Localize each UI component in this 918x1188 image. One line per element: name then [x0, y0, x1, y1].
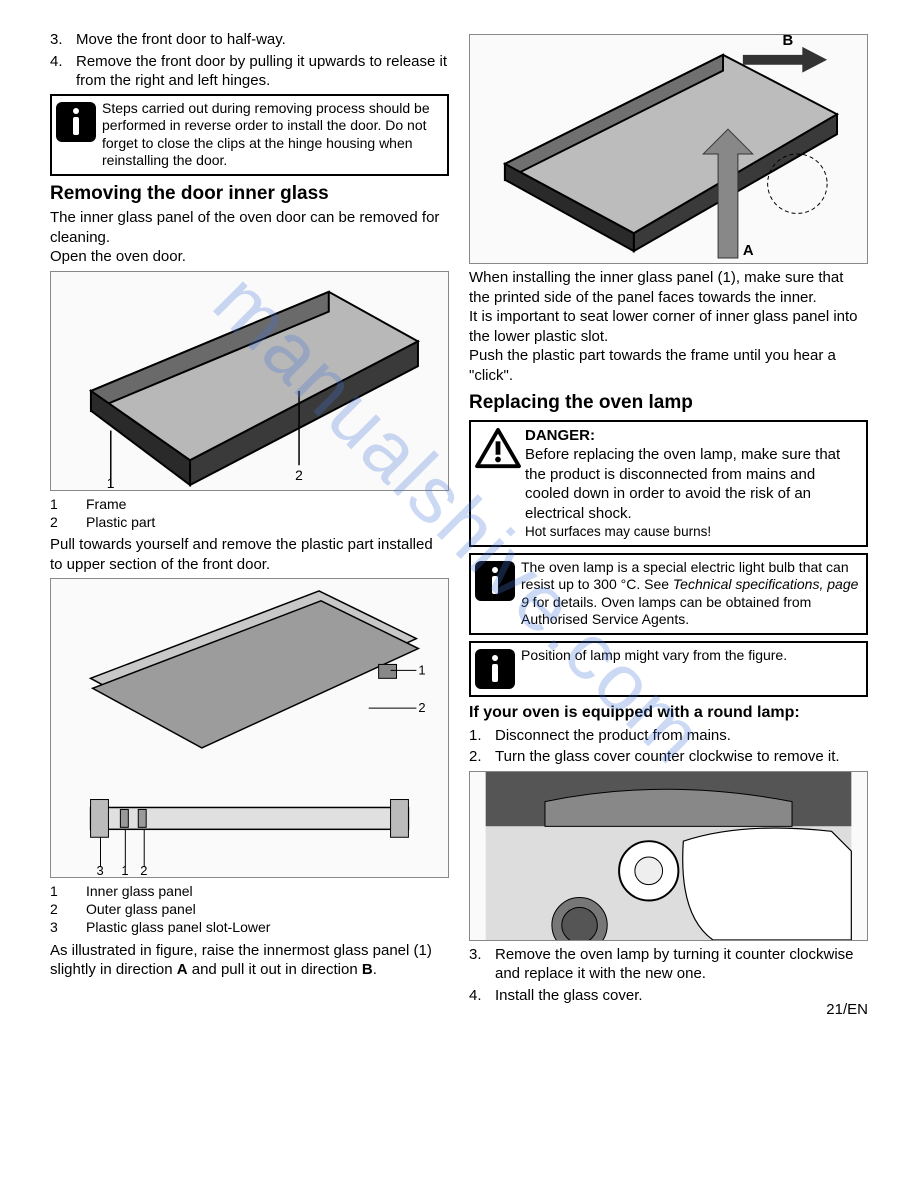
- figure-direction-ab: B A: [469, 34, 868, 264]
- manual-page: 3. Move the front door to half-way. 4. R…: [0, 0, 918, 1037]
- info-box-reinstall: Steps carried out during removing proces…: [50, 94, 449, 176]
- step-number: 3.: [469, 945, 495, 984]
- callout-2: 2: [295, 467, 303, 483]
- heading-round-lamp: If your oven is equipped with a round la…: [469, 703, 868, 724]
- svg-text:1: 1: [418, 662, 425, 677]
- parts-list-fig1: 1 Frame 2 Plastic part: [50, 495, 449, 531]
- figure-lamp-cover: [469, 771, 868, 941]
- info-text: Position of lamp might vary from the fig…: [521, 643, 793, 695]
- danger-box: DANGER: Before replacing the oven lamp, …: [469, 420, 868, 547]
- right-column: B A When installing the inner glass pane…: [469, 30, 868, 1007]
- paragraph: Open the oven door.: [50, 247, 449, 267]
- bold-b: B: [362, 961, 373, 978]
- step-text: Remove the oven lamp by turning it count…: [495, 945, 868, 984]
- info-icon-wrap: [471, 643, 521, 695]
- text: .: [373, 961, 377, 978]
- round-step-4: 4. Install the glass cover.: [469, 986, 868, 1006]
- paragraph: When installing the inner glass panel (1…: [469, 268, 868, 307]
- svg-text:B: B: [783, 35, 794, 49]
- step-number: 4.: [50, 52, 76, 91]
- info-icon: [475, 561, 515, 601]
- svg-text:2: 2: [140, 863, 147, 877]
- parts-row: 2 Outer glass panel: [50, 900, 449, 918]
- step-text: Disconnect the product from mains.: [495, 726, 868, 746]
- parts-num: 2: [50, 900, 86, 918]
- step-number: 3.: [50, 30, 76, 50]
- parts-label: Plastic glass panel slot-Lower: [86, 918, 270, 936]
- heading-replace-lamp: Replacing the oven lamp: [469, 391, 868, 416]
- info-icon: [475, 649, 515, 689]
- left-column: 3. Move the front door to half-way. 4. R…: [50, 30, 449, 1007]
- info-box-position: Position of lamp might vary from the fig…: [469, 641, 868, 697]
- step-text: Turn the glass cover counter clockwise t…: [495, 747, 868, 767]
- parts-list-fig2: 1 Inner glass panel 2 Outer glass panel …: [50, 882, 449, 937]
- info-icon-wrap: [471, 555, 521, 633]
- figure-glass-panels: 1 2 3 1 2: [50, 578, 449, 878]
- svg-text:1: 1: [121, 863, 128, 877]
- svg-text:A: A: [743, 243, 754, 259]
- parts-row: 3 Plastic glass panel slot-Lower: [50, 918, 449, 936]
- danger-small: Hot surfaces may cause burns!: [525, 523, 862, 541]
- step-text: Move the front door to half-way.: [76, 30, 449, 50]
- parts-label: Frame: [86, 495, 126, 513]
- step-number: 1.: [469, 726, 495, 746]
- parts-num: 3: [50, 918, 86, 936]
- paragraph-raise-panel: As illustrated in figure, raise the inne…: [50, 941, 449, 980]
- figure-svg: 1 2 3 1 2: [51, 579, 448, 877]
- text: and pull it out in direction: [188, 961, 362, 978]
- callout-1: 1: [107, 475, 115, 490]
- parts-row: 1 Frame: [50, 495, 449, 513]
- info-text: The oven lamp is a special electric ligh…: [521, 555, 866, 633]
- parts-label: Plastic part: [86, 513, 155, 531]
- svg-text:2: 2: [418, 700, 425, 715]
- text: for details. Oven lamps can be obtained …: [521, 594, 811, 628]
- figure-door-frame: 1 2: [50, 271, 449, 491]
- paragraph: Push the plastic part towards the frame …: [469, 346, 868, 385]
- danger-body: Before replacing the oven lamp, make sur…: [525, 445, 862, 523]
- danger-text: DANGER: Before replacing the oven lamp, …: [523, 426, 862, 541]
- figure-svg: 1 2: [51, 272, 448, 490]
- parts-label: Inner glass panel: [86, 882, 193, 900]
- parts-label: Outer glass panel: [86, 900, 196, 918]
- info-box-lamp: The oven lamp is a special electric ligh…: [469, 553, 868, 635]
- step-3: 3. Move the front door to half-way.: [50, 30, 449, 50]
- parts-num: 1: [50, 495, 86, 513]
- danger-title: DANGER:: [525, 426, 862, 446]
- figure-svg: B A: [470, 35, 867, 263]
- svg-text:3: 3: [97, 863, 104, 877]
- parts-num: 2: [50, 513, 86, 531]
- info-icon: [56, 102, 96, 142]
- danger-icon: [475, 426, 523, 541]
- step-text: Install the glass cover.: [495, 986, 868, 1006]
- step-number: 4.: [469, 986, 495, 1006]
- heading-remove-glass: Removing the door inner glass: [50, 182, 449, 207]
- two-column-layout: 3. Move the front door to half-way. 4. R…: [50, 30, 868, 1007]
- round-step-3: 3. Remove the oven lamp by turning it co…: [469, 945, 868, 984]
- paragraph: It is important to seat lower corner of …: [469, 307, 868, 346]
- info-icon-wrap: [52, 96, 102, 174]
- round-step-1: 1. Disconnect the product from mains.: [469, 726, 868, 746]
- bold-a: A: [177, 961, 188, 978]
- step-number: 2.: [469, 747, 495, 767]
- step-4: 4. Remove the front door by pulling it u…: [50, 52, 449, 91]
- info-text: Steps carried out during removing proces…: [102, 96, 447, 174]
- parts-num: 1: [50, 882, 86, 900]
- step-text: Remove the front door by pulling it upwa…: [76, 52, 449, 91]
- parts-row: 1 Inner glass panel: [50, 882, 449, 900]
- page-number: 21/EN: [826, 1000, 868, 1020]
- paragraph: The inner glass panel of the oven door c…: [50, 208, 449, 247]
- round-step-2: 2. Turn the glass cover counter clockwis…: [469, 747, 868, 767]
- paragraph: Pull towards yourself and remove the pla…: [50, 535, 449, 574]
- parts-row: 2 Plastic part: [50, 513, 449, 531]
